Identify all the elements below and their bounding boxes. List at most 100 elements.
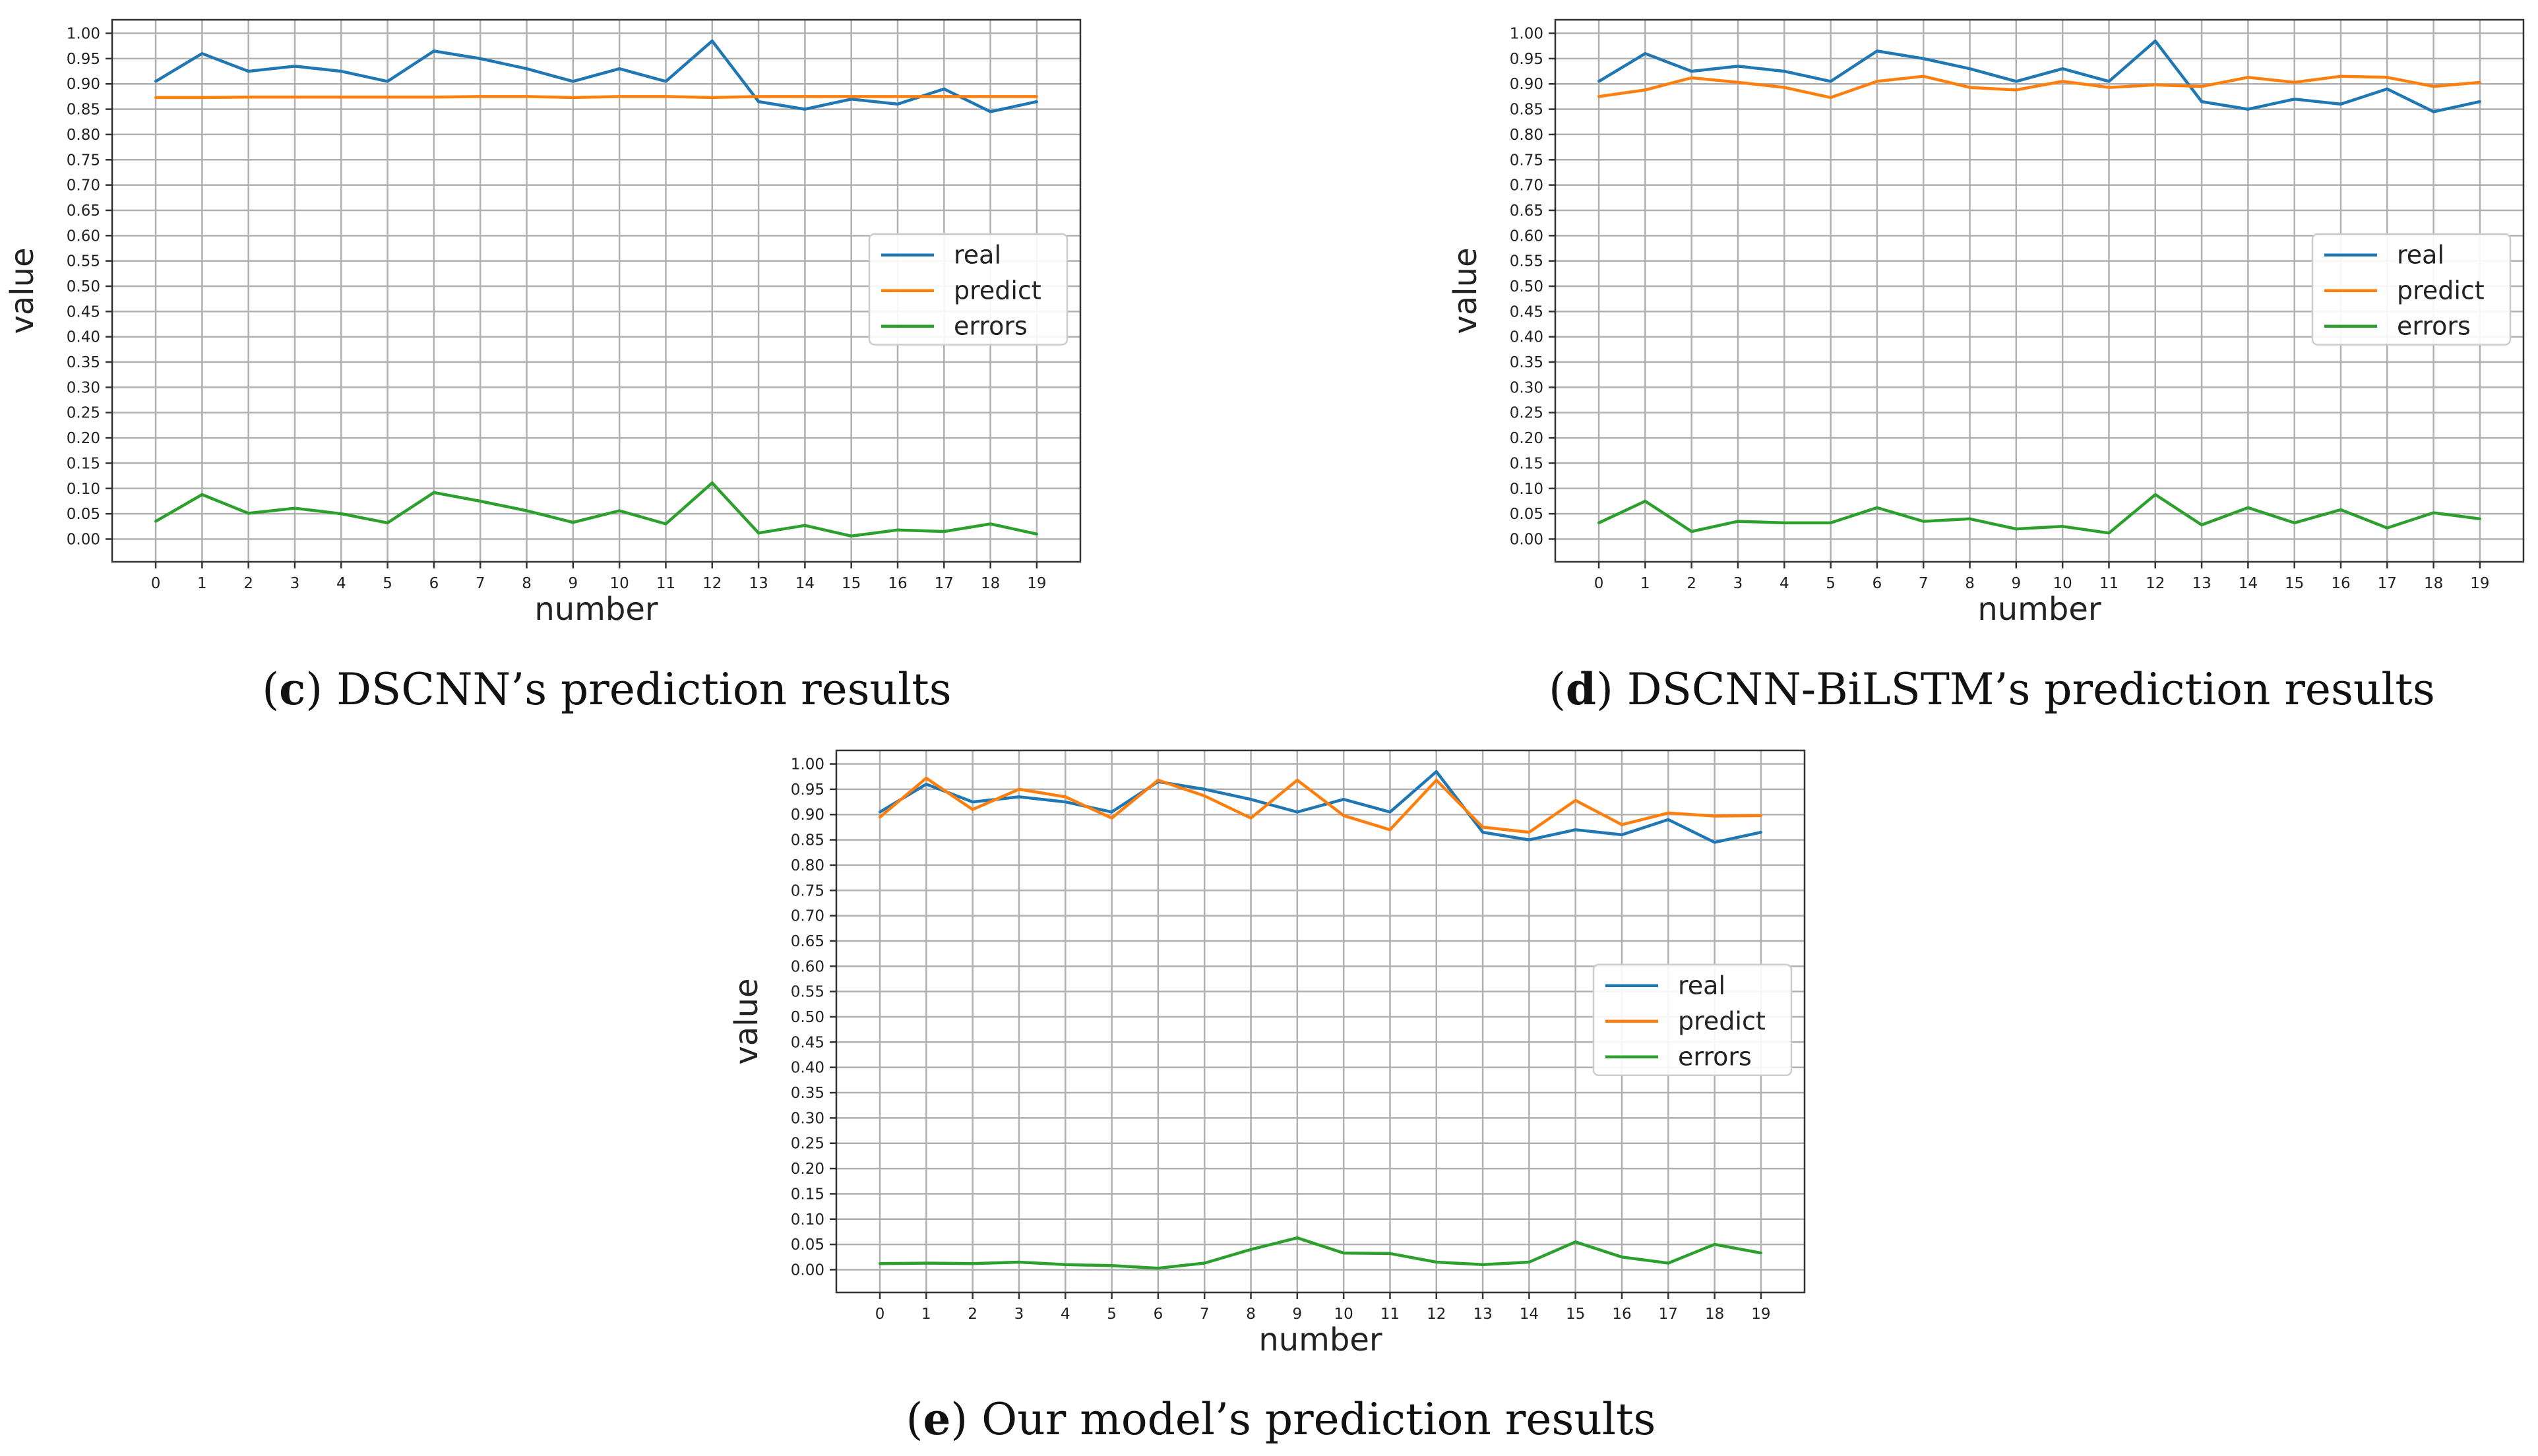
chart-d: 0.00 0.05 0.10 0.15 0.20 0.25 0.30 0.35 0.40 0.45…	[1447, 18, 2525, 715]
y-tick-label: 0.60	[1510, 228, 1543, 245]
data-point-real	[2386, 87, 2389, 90]
y-tick-label: 0.65	[791, 933, 824, 950]
y-tick-label: 0.60	[791, 958, 824, 975]
data-point-real	[879, 810, 882, 814]
data-point-errors	[1481, 1263, 1485, 1266]
x-tick-label: 7	[476, 575, 485, 592]
x-tick-label: 6	[1154, 1306, 1163, 1323]
data-point-errors	[1064, 1263, 1067, 1266]
x-tick-label: 6	[429, 575, 439, 592]
data-point-predict	[710, 96, 714, 99]
x-tick-label: 7	[1919, 575, 1929, 592]
data-point-predict	[1783, 86, 1786, 89]
data-point-errors	[1574, 1240, 1577, 1244]
data-point-real	[1783, 70, 1786, 73]
data-point-real	[1388, 810, 1392, 814]
y-tick-label: 0.05	[1510, 506, 1543, 523]
x-tick-label: 8	[1246, 1306, 1256, 1323]
data-point-real	[1621, 833, 1624, 836]
x-tick-label: 5	[1107, 1306, 1117, 1323]
x-tick-label: 14	[795, 575, 815, 592]
x-tick-label: 1	[921, 1306, 931, 1323]
data-point-predict	[1249, 816, 1253, 820]
caption-panel-letter: d	[1566, 663, 1596, 715]
x-axis-label: number	[534, 591, 658, 628]
data-point-predict	[293, 96, 296, 99]
y-tick-label: 0.75	[1510, 152, 1543, 169]
y-tick-label: 0.35	[1510, 354, 1543, 371]
data-point-real	[1713, 841, 1716, 844]
series-errors	[879, 1236, 1762, 1270]
data-point-predict	[1574, 799, 1577, 802]
y-tick-label: 0.40	[67, 329, 100, 346]
data-point-real	[571, 80, 574, 83]
caption-text: DSCNN-BiLSTM’s prediction results	[1627, 664, 2435, 715]
y-tick-label: 0.80	[1510, 127, 1543, 144]
y-tick-label: 0.10	[1510, 481, 1543, 498]
data-point-predict	[2478, 80, 2481, 84]
data-point-real	[432, 49, 435, 53]
data-point-real	[803, 107, 807, 111]
data-point-errors	[293, 506, 296, 510]
series-predict	[879, 776, 1762, 834]
data-point-errors	[1203, 1261, 1206, 1265]
y-tick-label: 0.20	[67, 430, 100, 447]
data-point-predict	[1736, 80, 1739, 84]
data-point-real	[1875, 49, 1878, 53]
x-tick-label: 16	[888, 575, 907, 592]
data-point-errors	[2246, 506, 2250, 509]
x-tick-label: 15	[2285, 575, 2304, 592]
data-point-predict	[247, 96, 250, 99]
y-tick-label: 0.50	[1510, 278, 1543, 295]
y-tick-label: 0.05	[67, 506, 100, 523]
x-tick-label: 7	[1200, 1306, 1210, 1323]
data-point-predict	[1388, 828, 1392, 832]
caption-panel-letter: e	[923, 1393, 950, 1445]
x-tick-label: 10	[1334, 1306, 1353, 1323]
legend: real predict errors	[2311, 233, 2512, 346]
data-point-real	[2293, 98, 2296, 101]
x-tick-label: 14	[1520, 1306, 1539, 1323]
data-point-errors	[1667, 1261, 1670, 1265]
series-real	[879, 770, 1762, 844]
data-point-errors	[247, 512, 250, 515]
data-point-errors	[2061, 525, 2064, 528]
data-point-predict	[1644, 88, 1647, 92]
x-tick-label: 4	[336, 575, 346, 592]
y-tick-label: 0.35	[67, 354, 100, 371]
data-point-real	[340, 70, 343, 73]
y-tick-label: 0.30	[67, 379, 100, 396]
x-tick-label: 19	[2470, 575, 2489, 592]
data-point-predict	[1597, 95, 1601, 98]
data-point-real	[664, 80, 667, 83]
legend: real predict errors	[868, 233, 1068, 346]
y-tick-label: 0.30	[1510, 379, 1543, 396]
y-tick-label: 0.85	[1510, 102, 1543, 119]
data-point-predict	[1064, 795, 1067, 799]
x-tick-label: 18	[981, 575, 1000, 592]
series-line-predict	[1598, 75, 2481, 100]
data-point-predict	[1968, 86, 1971, 89]
data-point-real	[896, 102, 900, 106]
data-point-predict	[925, 777, 928, 780]
data-point-real	[479, 57, 482, 60]
y-tick-label: 0.90	[67, 76, 100, 93]
data-point-errors	[571, 521, 574, 524]
data-point-real	[201, 52, 204, 55]
data-point-errors	[879, 1262, 882, 1265]
x-tick-label: 8	[1965, 575, 1975, 592]
series-real	[1597, 39, 2481, 113]
data-point-predict	[2061, 80, 2064, 83]
data-point-predict	[618, 95, 621, 98]
x-tick-label: 15	[1566, 1306, 1585, 1323]
data-point-real	[525, 67, 528, 71]
data-point-predict	[1922, 75, 1925, 78]
data-point-predict	[432, 96, 435, 99]
data-point-errors	[479, 499, 482, 502]
x-tick-label: 13	[749, 575, 768, 592]
y-tick-label: 0.65	[67, 202, 100, 220]
plot-frame	[835, 749, 1806, 1294]
data-point-errors	[2014, 528, 2018, 531]
y-tick-label: 0.85	[791, 832, 824, 849]
data-point-errors	[1156, 1267, 1160, 1270]
